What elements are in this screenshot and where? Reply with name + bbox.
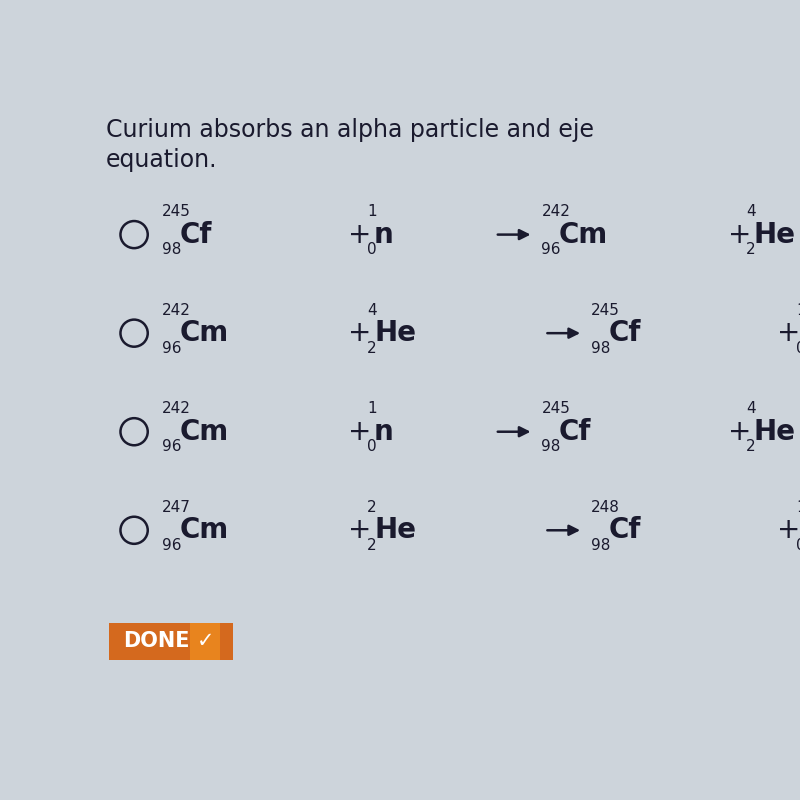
Text: 98: 98	[162, 242, 182, 257]
Text: Cf: Cf	[609, 319, 642, 347]
Text: Cf: Cf	[609, 516, 642, 544]
Text: n: n	[374, 418, 394, 446]
Text: 245: 245	[162, 204, 191, 219]
Text: 0: 0	[796, 538, 800, 553]
Text: Curium absorbs an alpha particle and eje: Curium absorbs an alpha particle and eje	[106, 118, 594, 142]
Text: 2: 2	[367, 500, 377, 515]
Text: 0: 0	[367, 439, 377, 454]
Text: +: +	[778, 516, 800, 544]
Text: He: He	[754, 221, 795, 249]
Text: 98: 98	[591, 538, 610, 553]
Text: 2: 2	[746, 439, 756, 454]
Text: equation.: equation.	[106, 148, 218, 172]
Text: 96: 96	[162, 439, 182, 454]
Text: +: +	[778, 319, 800, 347]
Text: Cf: Cf	[180, 221, 212, 249]
Text: +: +	[348, 319, 372, 347]
Text: 1: 1	[796, 500, 800, 515]
Text: +: +	[348, 516, 372, 544]
Text: ✓: ✓	[198, 631, 214, 651]
Text: 2: 2	[367, 538, 377, 553]
Text: 242: 242	[162, 302, 191, 318]
FancyBboxPatch shape	[110, 622, 234, 660]
Text: Cf: Cf	[559, 418, 592, 446]
Text: 248: 248	[591, 500, 620, 515]
Text: n: n	[374, 221, 394, 249]
Text: 96: 96	[162, 538, 182, 553]
Text: 4: 4	[746, 204, 756, 219]
Text: 245: 245	[591, 302, 620, 318]
Text: 96: 96	[542, 242, 561, 257]
Text: +: +	[348, 418, 372, 446]
Text: 0: 0	[367, 242, 377, 257]
Text: He: He	[754, 418, 795, 446]
Text: Cm: Cm	[559, 221, 608, 249]
Text: 4: 4	[367, 302, 377, 318]
Text: 0: 0	[796, 341, 800, 355]
Text: +: +	[728, 418, 751, 446]
Text: Cm: Cm	[180, 418, 229, 446]
Text: 96: 96	[162, 341, 182, 355]
Text: 1: 1	[367, 204, 377, 219]
Text: +: +	[348, 221, 372, 249]
Text: 4: 4	[746, 402, 756, 416]
Text: +: +	[728, 221, 751, 249]
Text: 2: 2	[367, 341, 377, 355]
Text: 247: 247	[162, 500, 191, 515]
Text: 2: 2	[746, 242, 756, 257]
Text: Cm: Cm	[180, 319, 229, 347]
Text: Cm: Cm	[180, 516, 229, 544]
Text: 242: 242	[542, 204, 570, 219]
Text: He: He	[374, 516, 416, 544]
Text: 245: 245	[542, 402, 570, 416]
FancyBboxPatch shape	[190, 622, 220, 660]
Text: DONE: DONE	[123, 631, 190, 651]
Text: 98: 98	[542, 439, 561, 454]
Text: 1: 1	[796, 302, 800, 318]
Text: 98: 98	[591, 341, 610, 355]
Text: 242: 242	[162, 402, 191, 416]
Text: He: He	[374, 319, 416, 347]
Text: 1: 1	[367, 402, 377, 416]
